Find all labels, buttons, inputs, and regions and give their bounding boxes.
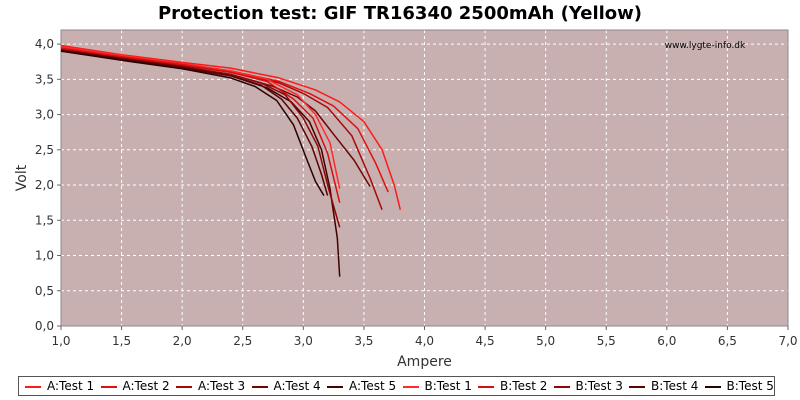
y-tick-label: 4,0 (35, 37, 54, 51)
legend-swatch (327, 386, 343, 388)
legend-label: A:Test 1 (47, 379, 95, 393)
x-tick-label: 4,0 (415, 334, 434, 348)
x-tick-label: 5,0 (536, 334, 555, 348)
x-tick-label: 2,5 (233, 334, 252, 348)
legend-swatch (553, 386, 570, 388)
series-line-10 (60, 50, 325, 196)
legend-label: A:Test 5 (349, 379, 397, 393)
legend-swatch (704, 386, 721, 388)
y-tick-label: 1,0 (35, 249, 54, 263)
legend-swatch (251, 386, 268, 388)
legend-label: A:Test 2 (122, 379, 170, 393)
legend-swatch (176, 386, 192, 388)
x-tick-label: 4,5 (476, 334, 495, 348)
y-tick-label: 2,5 (35, 143, 54, 157)
x-tick-label: 2,0 (173, 334, 192, 348)
legend-swatch (478, 386, 494, 388)
series-line-6 (60, 46, 341, 189)
x-axis-label: Ampere (397, 354, 452, 370)
chart-title: Protection test: GIF TR16340 2500mAh (Ye… (157, 3, 643, 24)
legend-swatch (25, 386, 41, 388)
legend-swatch (629, 386, 645, 388)
y-tick-label: 0,0 (35, 319, 54, 333)
x-tick-label: 5,5 (597, 334, 616, 348)
x-tick-label: 3,5 (354, 334, 373, 348)
x-tick-label: 7,0 (778, 334, 797, 348)
legend-label: A:Test 3 (198, 379, 246, 393)
y-tick-label: 3,0 (35, 108, 54, 122)
y-tick-label: 1,5 (35, 213, 54, 227)
x-tick-label: 6,0 (657, 334, 676, 348)
legend: A:Test 1 A:Test 2 A:Test 3 A:Test 4 A:Test 5… (18, 376, 775, 396)
legend-label: B:Test 2 (500, 379, 548, 393)
series-line-7 (60, 47, 341, 203)
y-tick-label: 3,5 (35, 72, 54, 86)
legend-swatch (100, 386, 117, 388)
y-tick-label: 0,5 (35, 284, 54, 298)
legend-label: B:Test 3 (575, 379, 623, 393)
legend-label: B:Test 1 (424, 379, 472, 393)
series-line-1 (60, 44, 402, 210)
series-line-9 (60, 49, 329, 196)
x-tick-label: 6,5 (718, 334, 737, 348)
x-tick-label: 3,0 (294, 334, 313, 348)
x-tick-label: 1,5 (112, 334, 131, 348)
legend-swatch (402, 386, 419, 388)
watermark: www.lygte-info.dk (665, 41, 746, 51)
legend-label: B:Test 4 (651, 379, 699, 393)
y-axis-label: Volt (14, 164, 30, 191)
legend-label: B:Test 5 (726, 379, 774, 393)
x-tick-label: 1,0 (51, 334, 70, 348)
legend-label: A:Test 4 (273, 379, 321, 393)
y-tick-label: 2,0 (35, 178, 54, 192)
